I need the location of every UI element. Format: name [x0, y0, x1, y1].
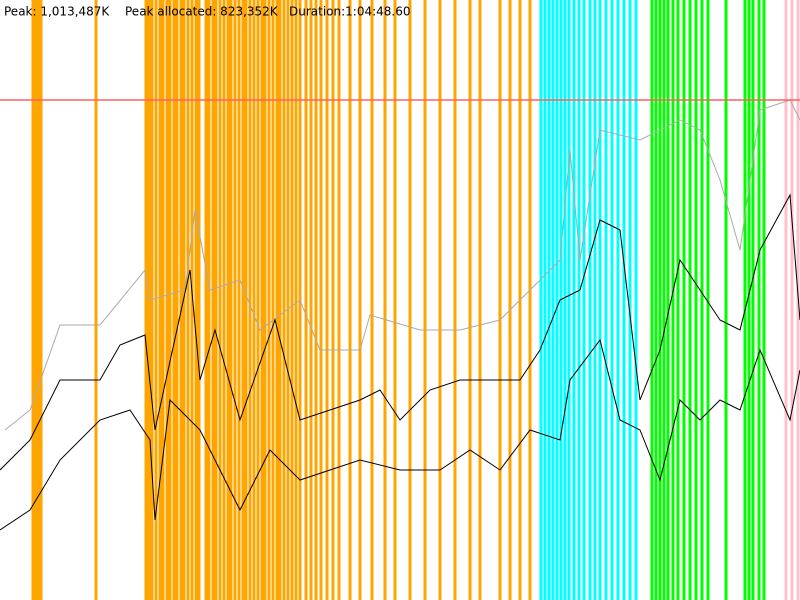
memory-line: [0, 338, 800, 531]
peak-label: Peak: 1,013,487K: [4, 5, 110, 19]
duration-label: Duration:1:04:48.60: [289, 5, 411, 19]
memory-line: [4, 99, 800, 431]
peak-allocated-label: Peak allocated: 823,352K: [125, 5, 279, 19]
event-stripes: [31, 0, 800, 600]
memory-lines: [0, 99, 800, 531]
memory-line: [0, 193, 800, 471]
header: Peak: 1,013,487K Peak allocated: 823,352…: [4, 5, 411, 19]
